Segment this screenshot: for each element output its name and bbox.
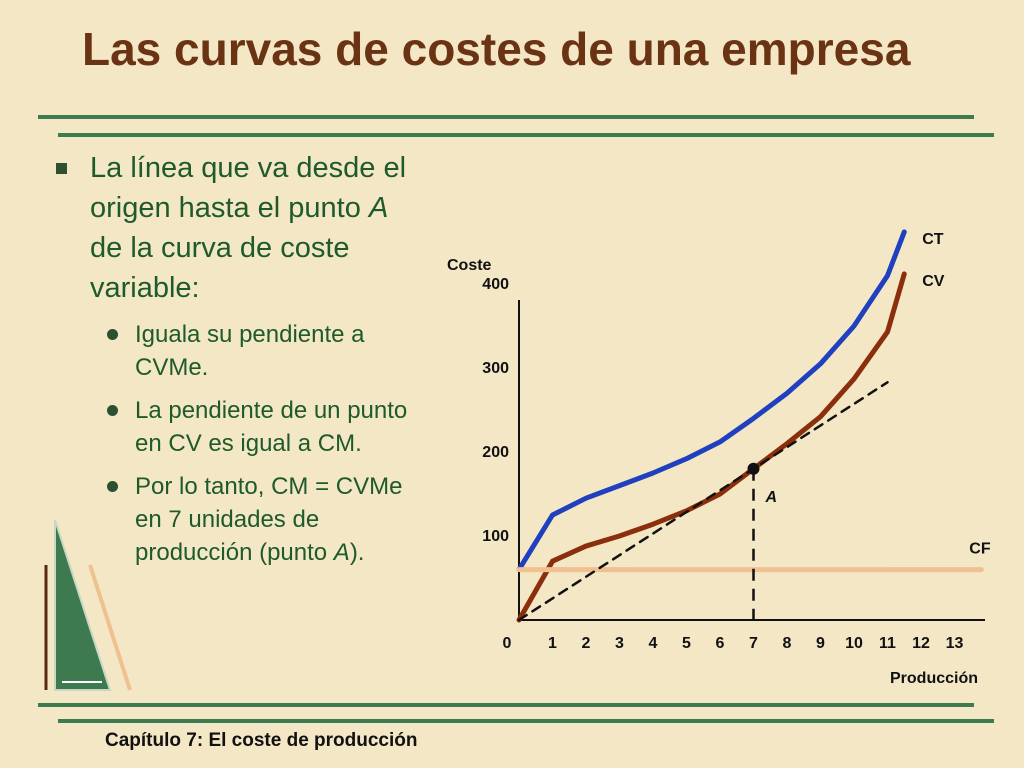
text: A [368, 192, 389, 224]
rule [58, 133, 994, 137]
y-tick-label: 100 [482, 528, 509, 545]
x-tick-label: 2 [582, 635, 591, 652]
series-line [516, 229, 907, 573]
series-label: CF [969, 541, 991, 558]
triangle [54, 519, 112, 691]
text: A [333, 539, 350, 566]
rule [58, 719, 994, 723]
point [747, 462, 760, 475]
x-tick-label: 8 [783, 635, 792, 652]
x-tick-label: 0 [503, 635, 512, 652]
text: de la curva de coste variable: [90, 232, 350, 304]
subbullet: Iguala su pendiente a CVMe. [50, 318, 410, 384]
series-line [516, 271, 907, 623]
series-label: CV [922, 273, 945, 290]
bullets: La línea que va desde el origen hasta el… [50, 148, 410, 569]
x-tick-label: 9 [816, 635, 825, 652]
subbullet: La pendiente de un punto en CV es igual … [50, 394, 410, 460]
y-tick-label: 200 [482, 444, 509, 461]
point-label: A [765, 489, 778, 506]
x-tick-label: 3 [615, 635, 624, 652]
arrow [88, 564, 132, 691]
series-label: CT [922, 231, 944, 248]
x-tick-label: 7 [749, 635, 758, 652]
bullet: La línea que va desde el origen hasta el… [50, 148, 410, 308]
x-axis-label: Producción [890, 670, 978, 687]
text: Iguala su pendiente a CVMe. [135, 321, 365, 381]
x-tick-label: 1 [548, 635, 557, 652]
footer: Capítulo 7: El coste de producción [105, 730, 418, 751]
rule [38, 703, 974, 707]
y-tick-label: 400 [482, 276, 509, 293]
text: ). [349, 539, 365, 566]
rule [38, 115, 974, 119]
text: Por lo tanto, CM = CVMe en 7 unidades de… [135, 473, 403, 566]
x-tick-label: 12 [912, 635, 930, 652]
text: La pendiente de un punto en CV es igual … [135, 397, 408, 457]
x-tick-label: 10 [845, 635, 863, 652]
y-tick-label: 300 [482, 360, 509, 377]
x-tick-label: 5 [682, 635, 691, 652]
y-axis-label: Coste [447, 257, 492, 274]
x-tick-label: 13 [946, 635, 964, 652]
x-tick-label: 4 [649, 635, 658, 652]
text: La línea que va desde el origen hasta el… [90, 152, 407, 224]
slide-title: Las curvas de costes de una empresa [82, 23, 911, 75]
x-tick-label: 11 [879, 635, 896, 652]
series-line [517, 381, 889, 622]
subbullet: Por lo tanto, CM = CVMe en 7 unidades de… [50, 470, 410, 569]
x-tick-label: 6 [716, 635, 725, 652]
